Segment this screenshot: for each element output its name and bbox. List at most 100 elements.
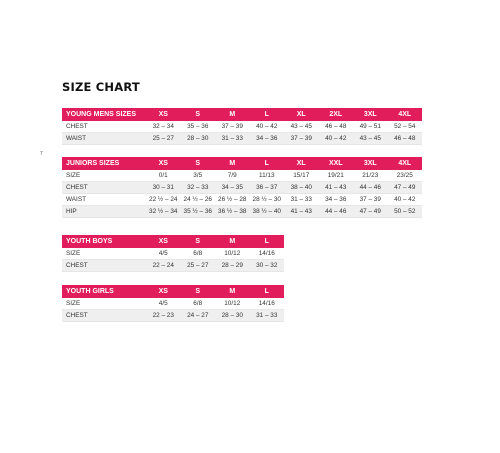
table-cell: 46 – 48 bbox=[387, 132, 422, 145]
table-cell: 34 – 36 bbox=[318, 193, 353, 206]
page-title: SIZE CHART bbox=[62, 80, 140, 94]
table-cell: 40 – 42 bbox=[249, 121, 284, 133]
table-cell: 34 – 35 bbox=[215, 181, 250, 194]
table-cell: 22 ½ – 24 bbox=[146, 193, 181, 206]
table-cell: 23/25 bbox=[387, 170, 422, 182]
table-header-title: YOUNG MENS SIZES bbox=[62, 108, 146, 121]
table-cell: 32 – 34 bbox=[146, 121, 181, 133]
table-cell: 0/1 bbox=[146, 170, 181, 182]
column-header: 4XL bbox=[387, 157, 422, 170]
table-cell: 15/17 bbox=[284, 170, 319, 182]
table-cell: 30 – 32 bbox=[249, 259, 284, 272]
column-header: S bbox=[180, 285, 215, 298]
table-cell: 37 – 39 bbox=[284, 132, 319, 145]
table-cell: 6/8 bbox=[180, 248, 215, 260]
column-header: L bbox=[249, 157, 284, 170]
column-header: XS bbox=[146, 235, 181, 248]
row-label: CHEST bbox=[62, 181, 146, 194]
column-header: M bbox=[215, 108, 250, 121]
table-cell: 31 – 33 bbox=[215, 132, 250, 145]
table-cell: 44 – 46 bbox=[353, 181, 388, 194]
table-cell: 37 – 39 bbox=[353, 193, 388, 206]
table-row: WAIST 25 – 27 28 – 30 31 – 33 34 – 36 37… bbox=[62, 132, 422, 145]
table-header-row: JUNIORS SIZES XS S M L XL XXL 3XL 4XL bbox=[62, 157, 422, 170]
table-cell: 22 – 24 bbox=[146, 259, 181, 272]
table-cell: 44 – 46 bbox=[318, 205, 353, 218]
table-row: WAIST 22 ½ – 24 24 ½ – 26 26 ½ – 28 28 ½… bbox=[62, 193, 422, 206]
table-row: HIP 32 ½ – 34 35 ½ – 36 36 ½ – 38 38 ½ –… bbox=[62, 205, 422, 218]
table-cell: 10/12 bbox=[215, 298, 250, 310]
column-header: 3XL bbox=[353, 157, 388, 170]
table-cell: 31 – 33 bbox=[284, 193, 319, 206]
table-header-title: YOUTH GIRLS bbox=[62, 285, 146, 298]
table-cell: 22 – 23 bbox=[146, 309, 181, 322]
table-cell: 6/8 bbox=[180, 298, 215, 310]
table-row: CHEST 32 – 34 35 – 36 37 – 39 40 – 42 43… bbox=[62, 121, 422, 133]
table-cell: 28 – 30 bbox=[215, 309, 250, 322]
table-row: SIZE 0/1 3/5 7/9 11/13 15/17 19/21 21/23… bbox=[62, 170, 422, 182]
juniors-size-table: JUNIORS SIZES XS S M L XL XXL 3XL 4XL SI… bbox=[62, 157, 422, 218]
table-cell: 14/16 bbox=[249, 298, 284, 310]
table-cell: 35 ½ – 36 bbox=[180, 205, 215, 218]
table-header-row: YOUTH GIRLS XS S M L bbox=[62, 285, 284, 298]
column-header: M bbox=[215, 157, 250, 170]
column-header: XL bbox=[284, 108, 319, 121]
stray-mark: 7 bbox=[40, 151, 43, 157]
row-label: SIZE bbox=[62, 170, 146, 182]
table-header-row: YOUNG MENS SIZES XS S M L XL 2XL 3XL 4XL bbox=[62, 108, 422, 121]
column-header: 2XL bbox=[318, 108, 353, 121]
table-cell: 40 – 42 bbox=[387, 193, 422, 206]
table-cell: 21/23 bbox=[353, 170, 388, 182]
table-cell: 28 – 30 bbox=[180, 132, 215, 145]
table-cell: 3/5 bbox=[180, 170, 215, 182]
table-cell: 28 – 29 bbox=[215, 259, 250, 272]
table-cell: 36 – 37 bbox=[249, 181, 284, 194]
table-cell: 34 – 36 bbox=[249, 132, 284, 145]
column-header: XS bbox=[146, 285, 181, 298]
table-cell: 25 – 27 bbox=[180, 259, 215, 272]
table-header-row: YOUTH BOYS XS S M L bbox=[62, 235, 284, 248]
column-header: XL bbox=[284, 157, 319, 170]
table-cell: 4/5 bbox=[146, 298, 181, 310]
row-label: CHEST bbox=[62, 309, 146, 322]
table-cell: 32 ½ – 34 bbox=[146, 205, 181, 218]
youth-girls-size-table: YOUTH GIRLS XS S M L SIZE 4/5 6/8 10/12 … bbox=[62, 285, 284, 322]
table-cell: 30 – 31 bbox=[146, 181, 181, 194]
table-cell: 47 – 49 bbox=[387, 181, 422, 194]
table-cell: 11/13 bbox=[249, 170, 284, 182]
table-row: CHEST 22 – 24 25 – 27 28 – 29 30 – 32 bbox=[62, 259, 284, 272]
table-cell: 32 – 33 bbox=[180, 181, 215, 194]
table-cell: 49 – 51 bbox=[353, 121, 388, 133]
table-cell: 7/9 bbox=[215, 170, 250, 182]
row-label: WAIST bbox=[62, 193, 146, 206]
table-cell: 46 – 48 bbox=[318, 121, 353, 133]
row-label: SIZE bbox=[62, 248, 146, 260]
column-header: S bbox=[180, 235, 215, 248]
table-cell: 38 – 40 bbox=[284, 181, 319, 194]
table-cell: 14/16 bbox=[249, 248, 284, 260]
table-cell: 36 ½ – 38 bbox=[215, 205, 250, 218]
column-header: L bbox=[249, 108, 284, 121]
column-header: S bbox=[180, 108, 215, 121]
table-cell: 41 – 43 bbox=[284, 205, 319, 218]
table-cell: 43 – 45 bbox=[284, 121, 319, 133]
table-cell: 52 – 54 bbox=[387, 121, 422, 133]
table-cell: 25 – 27 bbox=[146, 132, 181, 145]
column-header: M bbox=[215, 235, 250, 248]
table-cell: 31 – 33 bbox=[249, 309, 284, 322]
column-header: L bbox=[249, 235, 284, 248]
table-row: SIZE 4/5 6/8 10/12 14/16 bbox=[62, 298, 284, 310]
column-header: XS bbox=[146, 157, 181, 170]
table-cell: 35 – 36 bbox=[180, 121, 215, 133]
column-header: M bbox=[215, 285, 250, 298]
column-header: 4XL bbox=[387, 108, 422, 121]
row-label: HIP bbox=[62, 205, 146, 218]
table-header-title: JUNIORS SIZES bbox=[62, 157, 146, 170]
youth-boys-size-table: YOUTH BOYS XS S M L SIZE 4/5 6/8 10/12 1… bbox=[62, 235, 284, 272]
row-label: WAIST bbox=[62, 132, 146, 145]
table-cell: 40 – 42 bbox=[318, 132, 353, 145]
row-label: SIZE bbox=[62, 298, 146, 310]
table-cell: 26 ½ – 28 bbox=[215, 193, 250, 206]
table-header-title: YOUTH BOYS bbox=[62, 235, 146, 248]
table-cell: 38 ½ – 40 bbox=[249, 205, 284, 218]
